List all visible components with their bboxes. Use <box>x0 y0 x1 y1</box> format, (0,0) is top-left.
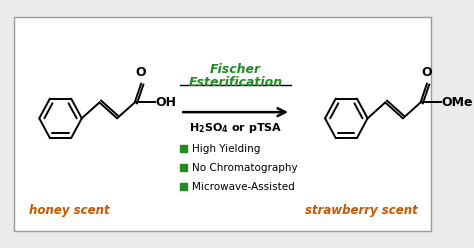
Text: No Chromatography: No Chromatography <box>191 163 297 173</box>
Text: honey scent: honey scent <box>29 204 109 217</box>
Bar <box>180 164 187 171</box>
Text: $\mathbf{H_2SO_4}$ or pTSA: $\mathbf{H_2SO_4}$ or pTSA <box>189 121 283 135</box>
Bar <box>180 183 187 190</box>
Bar <box>180 145 187 153</box>
Text: OMe: OMe <box>441 96 473 109</box>
Text: Microwave-Assisted: Microwave-Assisted <box>191 182 294 192</box>
Text: Esterification: Esterification <box>189 76 283 89</box>
Text: O: O <box>421 66 432 79</box>
Text: Fischer: Fischer <box>210 63 261 76</box>
Text: High Yielding: High Yielding <box>191 144 260 154</box>
Text: OH: OH <box>155 96 177 109</box>
Text: strawberry scent: strawberry scent <box>305 204 418 217</box>
FancyBboxPatch shape <box>14 17 430 231</box>
Text: O: O <box>136 66 146 79</box>
